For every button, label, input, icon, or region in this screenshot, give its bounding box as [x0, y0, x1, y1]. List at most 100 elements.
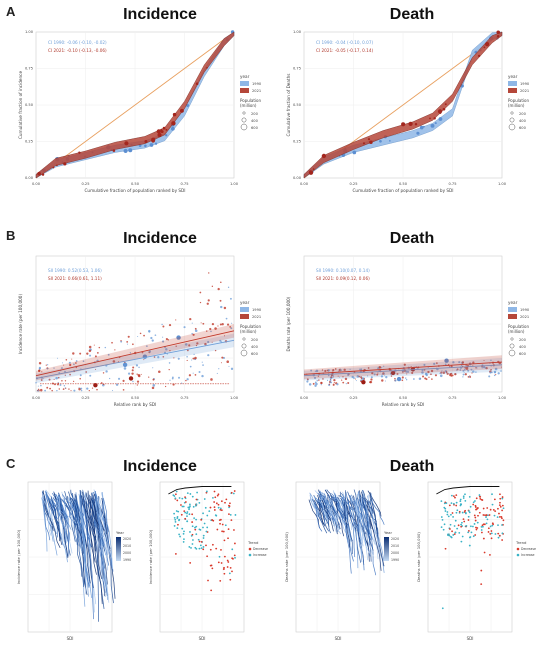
- country-point: [63, 364, 65, 366]
- legend-pop-circle: [508, 349, 516, 357]
- country-point: [217, 325, 219, 327]
- country-point-2021: [156, 129, 161, 134]
- decrease-point: [490, 537, 493, 540]
- country-point: [184, 343, 188, 346]
- country-point: [316, 379, 318, 382]
- country-point: [430, 369, 434, 373]
- country-point: [162, 355, 165, 358]
- country-trajectory: [81, 491, 92, 598]
- country-point: [194, 356, 197, 360]
- country-point-1990: [388, 139, 391, 142]
- x-axis-label: SDI: [67, 636, 74, 641]
- x-axis-label: Relative rank by SDI: [382, 402, 425, 407]
- decrease-point: [226, 559, 229, 562]
- increase-point: [202, 512, 204, 515]
- country-point: [401, 379, 404, 382]
- country-point: [456, 369, 458, 371]
- country-point-2021: [496, 30, 501, 35]
- country-point: [35, 382, 37, 384]
- incidence-trend-chart: Trend Decrease Increase SDI Incidence rate (…: [148, 481, 268, 641]
- increase-point: [212, 496, 214, 499]
- trend-legend-label: Decrease: [521, 547, 536, 551]
- country-trajectory: [78, 493, 87, 594]
- country-trajectory: [48, 500, 61, 542]
- decrease-point: [497, 532, 500, 535]
- increase-point: [228, 572, 231, 575]
- country-point: [229, 297, 232, 300]
- country-point: [71, 358, 73, 360]
- country-point: [186, 349, 189, 352]
- country-point-2021: [433, 117, 436, 120]
- x-tick-label: 0.50: [399, 182, 408, 186]
- decrease-point: [486, 507, 489, 509]
- increase-point: [440, 516, 443, 518]
- country-trajectory: [367, 501, 381, 548]
- country-point: [358, 375, 361, 378]
- country-point: [463, 371, 465, 373]
- y-tick-label: 1.00: [293, 30, 302, 34]
- death-trend-chart: Trend Decrease Increase SDI Deaths rate (per…: [416, 481, 536, 641]
- decrease-point: [474, 516, 477, 519]
- increase-point: [173, 525, 176, 527]
- country-point: [188, 374, 192, 377]
- increase-point: [195, 518, 198, 521]
- decrease-point: [463, 520, 466, 523]
- country-point: [378, 370, 380, 372]
- large-country-point: [361, 379, 366, 385]
- decrease-point: [229, 566, 232, 569]
- country-trajectory: [74, 498, 83, 577]
- legend-label-2021: 2021: [252, 315, 261, 319]
- legend-label-1990: 1990: [520, 82, 530, 86]
- country-point: [490, 368, 492, 371]
- fit-ribbon-1990: [36, 333, 234, 384]
- country-point: [120, 340, 122, 342]
- country-point: [405, 370, 408, 373]
- y-tick-label: 0.75: [293, 67, 301, 71]
- country-point: [312, 382, 315, 385]
- legend-pop-label: 400: [519, 345, 527, 349]
- country-point: [154, 334, 157, 337]
- decrease-point: [217, 561, 220, 564]
- sii-2021-annotation: SII 2021: 0.09(0.12, 0.06): [316, 276, 370, 281]
- country-point: [221, 356, 224, 359]
- increase-point: [202, 526, 204, 529]
- country-trajectory: [74, 501, 86, 561]
- fit-line-1990: [303, 364, 503, 377]
- increase-point: [188, 513, 191, 516]
- legend-pop-circle: [242, 111, 246, 115]
- increase-point: [195, 525, 198, 528]
- country-point: [220, 281, 222, 284]
- increase-point: [497, 536, 500, 539]
- country-point: [175, 345, 177, 347]
- country-point: [61, 379, 63, 382]
- country-point-1990: [434, 122, 437, 125]
- country-point: [475, 371, 477, 373]
- country-trajectory: [58, 496, 67, 529]
- country-point: [471, 372, 473, 374]
- country-point: [209, 327, 212, 331]
- x-axis-label: Cumulative fraction of population ranked…: [353, 188, 454, 193]
- country-point: [367, 375, 369, 377]
- country-point: [72, 380, 75, 383]
- increase-point: [181, 527, 184, 530]
- country-point: [223, 335, 226, 337]
- country-trajectory: [102, 492, 114, 572]
- country-point: [360, 376, 363, 379]
- increase-point: [186, 511, 189, 513]
- increase-point: [232, 492, 235, 495]
- country-point: [330, 381, 332, 384]
- decrease-point: [224, 501, 226, 504]
- fit-line-2021: [303, 361, 503, 375]
- country-point: [202, 364, 204, 366]
- legend-label-2021: 2021: [252, 89, 261, 93]
- country-point: [334, 368, 337, 370]
- decrease-point: [493, 498, 496, 501]
- country-point: [168, 323, 172, 327]
- increase-point: [206, 490, 208, 493]
- country-point: [79, 377, 81, 380]
- colorbar-tick-label: 1990: [391, 558, 399, 562]
- decrease-point: [492, 508, 495, 511]
- country-point: [143, 359, 145, 361]
- panel-letter-a: A: [6, 4, 16, 19]
- country-point-2021: [485, 42, 490, 47]
